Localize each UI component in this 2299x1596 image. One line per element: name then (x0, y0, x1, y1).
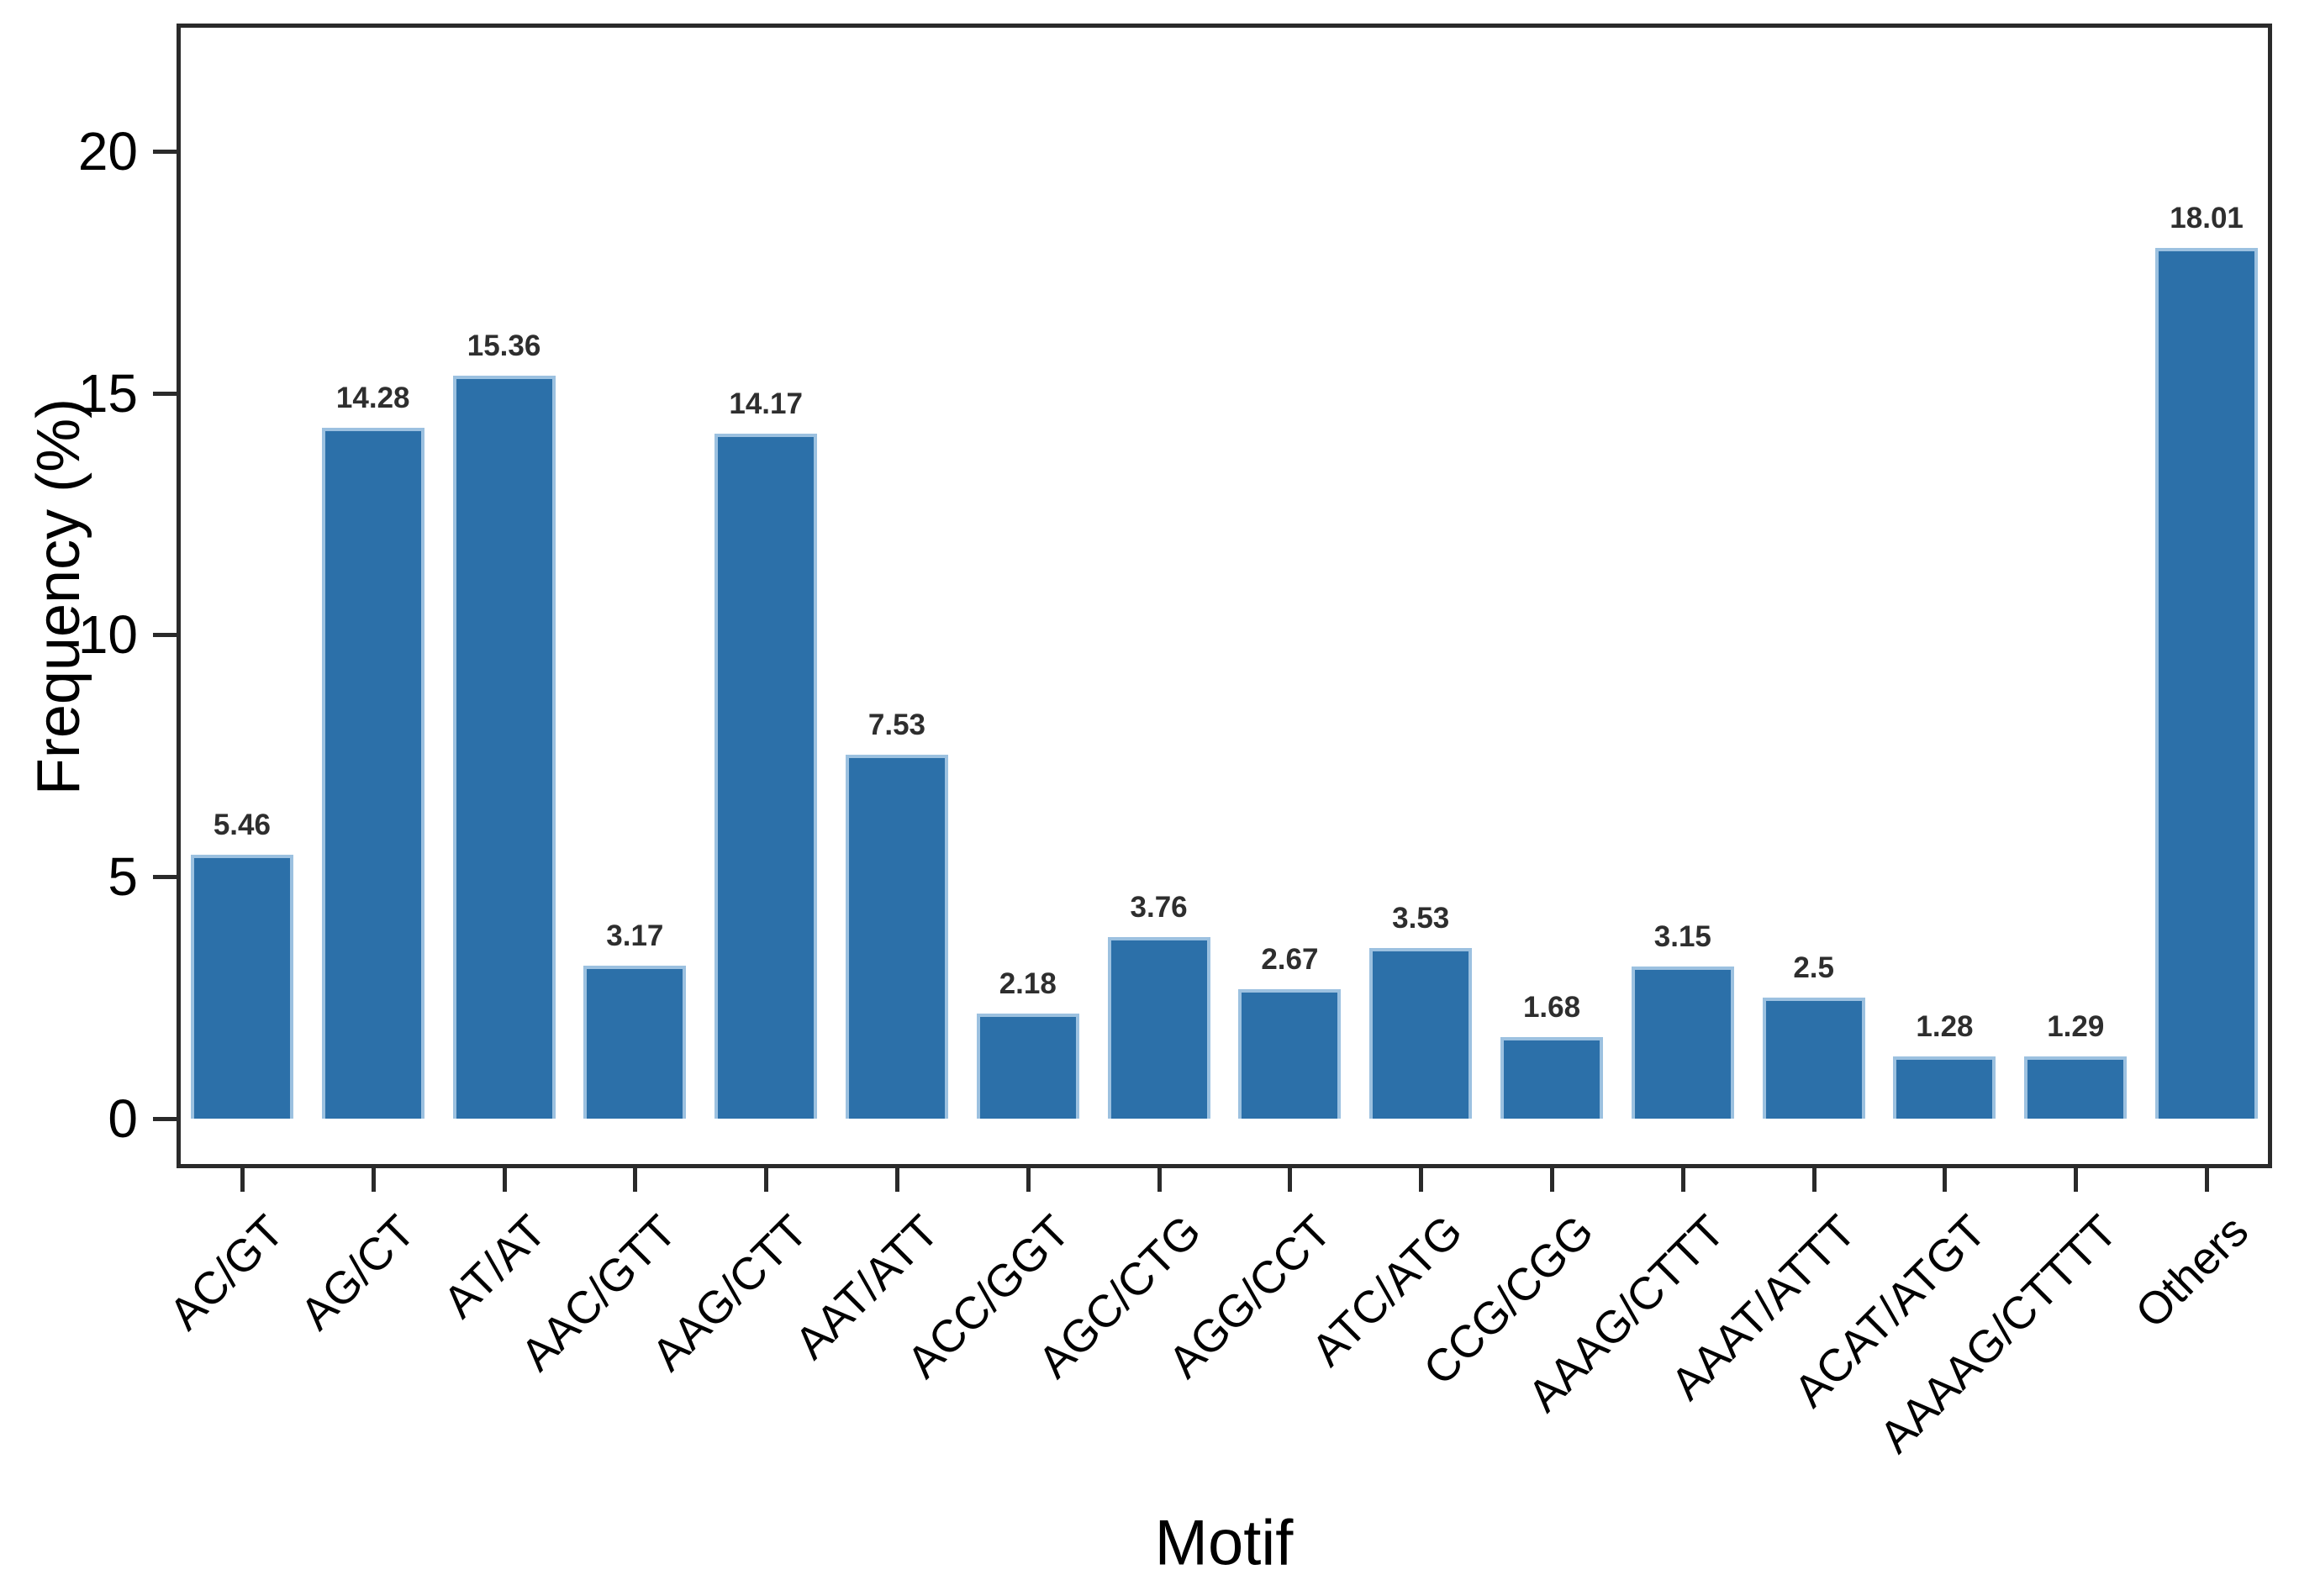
y-tick-label: 15 (77, 363, 138, 424)
bar (714, 434, 818, 1119)
bar (1238, 989, 1342, 1119)
y-axis-tick (153, 392, 177, 396)
bar (190, 855, 293, 1119)
bar (845, 755, 948, 1119)
x-axis-tick (1288, 1168, 1293, 1192)
bar (2024, 1056, 2128, 1119)
bar-value-label: 2.18 (999, 967, 1057, 1000)
y-axis-tick (153, 633, 177, 637)
bar-value-label: 15.36 (467, 329, 541, 362)
bar-value-label: 14.28 (335, 382, 410, 414)
bar (1369, 948, 1473, 1119)
x-axis-tick (1680, 1168, 1685, 1192)
x-tick-label-text: AAAAG/CTTTT (1869, 1205, 2128, 1463)
y-tick-label: 5 (108, 846, 138, 907)
y-axis-tick (153, 1117, 177, 1121)
bar-value-label: 18.01 (2170, 202, 2244, 234)
bar-value-label: 2.5 (1793, 951, 1834, 984)
x-axis-tick (1419, 1168, 1424, 1192)
bar (976, 1014, 1079, 1119)
x-axis-tick (633, 1168, 638, 1192)
y-axis-tick (153, 875, 177, 879)
bar-value-label: 5.46 (213, 809, 271, 841)
bar-value-label: 1.28 (1916, 1010, 1974, 1043)
bar-value-label: 3.53 (1392, 902, 1450, 935)
bar-value-label: 14.17 (729, 387, 803, 420)
y-tick-label: 10 (77, 604, 138, 665)
bar-value-label: 1.68 (1522, 991, 1581, 1024)
x-axis-tick (1157, 1168, 1162, 1192)
y-tick-label: 0 (108, 1088, 138, 1149)
x-axis-tick (2205, 1168, 2210, 1192)
y-tick-label: 20 (77, 121, 138, 182)
bar-value-label: 3.76 (1130, 891, 1188, 924)
x-axis-tick (1550, 1168, 1555, 1192)
x-axis-tick (2074, 1168, 2079, 1192)
x-tick-label-text: AC/GT (159, 1205, 294, 1340)
bar-value-label: 2.67 (1261, 943, 1319, 976)
bar (321, 428, 424, 1119)
bar (1893, 1056, 1996, 1119)
x-tick-label-text: AG/CT (290, 1205, 424, 1340)
x-axis-tick (502, 1168, 507, 1192)
x-axis-tick (1026, 1168, 1031, 1192)
x-axis-tick (1943, 1168, 1948, 1192)
bar-value-label: 7.53 (867, 708, 926, 741)
y-axis-title: Frequency (%) (25, 398, 92, 796)
bar (1631, 967, 1734, 1119)
x-tick-label-text: AT/AT (433, 1205, 556, 1328)
bar (2155, 248, 2259, 1119)
y-axis-tick (153, 150, 177, 154)
x-axis-tick (371, 1168, 376, 1192)
bar-value-label: 3.17 (606, 919, 664, 952)
x-axis-title: Motif (1154, 1507, 1294, 1579)
bar (1107, 937, 1210, 1119)
bar (1762, 998, 1865, 1119)
bar (452, 376, 556, 1119)
bar-value-label: 1.29 (2047, 1010, 2105, 1043)
bar (1500, 1037, 1604, 1119)
bar (583, 966, 687, 1119)
x-axis-tick (240, 1168, 245, 1192)
x-axis-tick (894, 1168, 899, 1192)
x-axis-tick (1811, 1168, 1817, 1192)
x-tick-label-text: Others (2126, 1205, 2259, 1338)
bar-value-label: 3.15 (1653, 920, 1711, 953)
x-axis-tick (764, 1168, 769, 1192)
